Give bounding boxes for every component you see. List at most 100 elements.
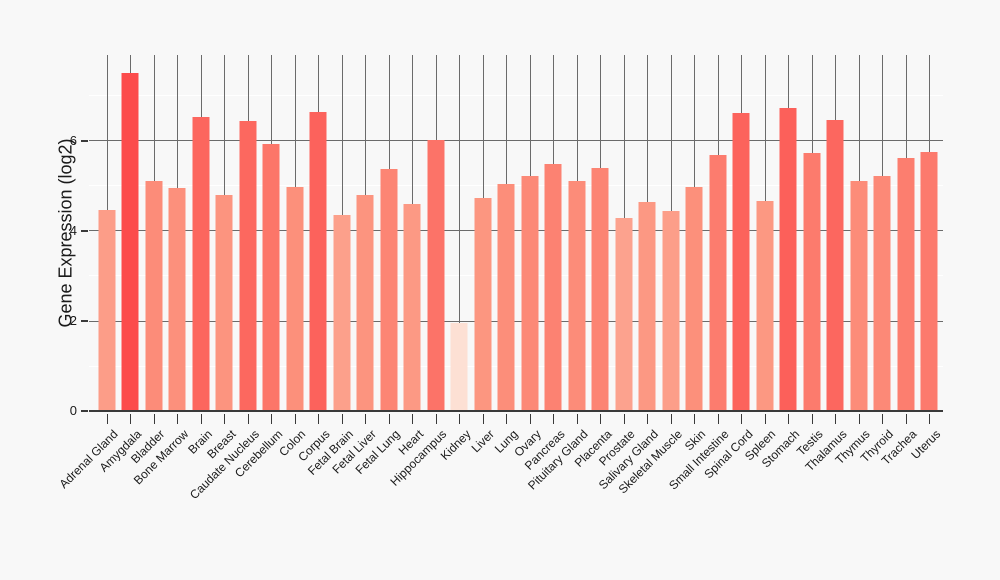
y-tick — [81, 229, 88, 232]
x-tick — [506, 414, 508, 424]
bar — [333, 214, 351, 411]
y-tick — [81, 410, 88, 412]
bar-slot — [659, 55, 683, 424]
major-gridline — [89, 230, 943, 232]
bar-slot — [236, 55, 260, 424]
x-tick — [365, 414, 367, 424]
bar-slot — [565, 55, 589, 424]
y-tick — [81, 320, 88, 322]
bar-slot — [142, 55, 166, 424]
bar-slot — [777, 55, 801, 424]
bar — [356, 194, 374, 411]
x-tick — [153, 414, 155, 424]
bar — [450, 322, 468, 411]
x-tick — [647, 414, 649, 424]
minor-gridline — [89, 185, 943, 187]
bar — [192, 117, 210, 411]
bar — [803, 152, 821, 411]
bar-slot — [730, 55, 754, 424]
x-tick — [106, 414, 108, 424]
bar-slots — [95, 55, 942, 424]
bar — [215, 194, 233, 411]
bar-slot — [636, 55, 660, 424]
x-tick — [576, 414, 578, 424]
bar — [897, 157, 915, 411]
bar-slot — [283, 55, 307, 424]
x-tick — [200, 414, 202, 424]
x-tick — [741, 414, 743, 424]
bar-slot — [753, 55, 777, 424]
bar — [497, 184, 515, 411]
bar-slot — [918, 55, 942, 424]
bar-slot — [706, 55, 730, 424]
bar — [403, 203, 421, 411]
bar — [521, 176, 539, 411]
x-tick — [835, 414, 837, 424]
x-tick — [435, 414, 437, 424]
bar — [239, 120, 257, 411]
x-tick — [482, 414, 484, 424]
y-tick — [81, 139, 88, 142]
bar-slot — [119, 55, 143, 424]
x-tick — [271, 414, 273, 424]
x-tick — [905, 414, 907, 424]
bar — [262, 143, 280, 411]
x-tick — [670, 414, 672, 424]
bar — [732, 113, 750, 411]
plot-area: 0 2 4 6 Adrenal Gland Amygdala Bladder Bone Mar… — [57, 55, 943, 502]
y-tick-label: 2 — [69, 313, 77, 328]
bar — [873, 176, 891, 411]
x-tick — [600, 414, 602, 424]
x-tick — [177, 414, 179, 424]
y-tick-label: 0 — [69, 403, 77, 418]
bar — [121, 72, 139, 411]
x-tick — [858, 414, 860, 424]
bar — [286, 186, 304, 411]
bar — [709, 154, 727, 411]
bar-slot — [424, 55, 448, 424]
bar-slot — [612, 55, 636, 424]
x-tick — [811, 414, 813, 424]
x-tick — [788, 414, 790, 424]
bar — [920, 151, 938, 411]
x-tick — [694, 414, 696, 424]
bar — [544, 164, 562, 411]
x-tick — [412, 414, 414, 424]
bar-slot — [166, 55, 190, 424]
major-gridline — [89, 140, 943, 142]
bar-slot — [847, 55, 871, 424]
bar — [380, 168, 398, 411]
bar-slot — [800, 55, 824, 424]
bar-slot — [401, 55, 425, 424]
x-tick — [529, 414, 531, 424]
minor-gridline — [89, 365, 943, 367]
bar-slot — [260, 55, 284, 424]
x-tick — [341, 414, 343, 424]
bar — [474, 197, 492, 411]
x-tick — [623, 414, 625, 424]
bar — [826, 119, 844, 411]
vertical-gridline — [459, 55, 461, 411]
bar-slot — [330, 55, 354, 424]
bar — [662, 210, 680, 411]
bar-slot — [871, 55, 895, 424]
x-tick — [764, 414, 766, 424]
x-tick-label: Liver — [468, 427, 497, 456]
bar — [145, 181, 163, 411]
x-tick — [882, 414, 884, 424]
y-tick-label: 4 — [69, 222, 77, 238]
bar-slot — [683, 55, 707, 424]
bar-slot — [95, 55, 119, 424]
bar-slot — [189, 55, 213, 424]
bar-slot — [518, 55, 542, 424]
bar — [568, 181, 586, 411]
x-tick — [717, 414, 719, 424]
major-gridline — [89, 320, 943, 322]
bar-slot — [894, 55, 918, 424]
y-tick-label: 6 — [69, 132, 77, 148]
bar — [779, 108, 797, 411]
bar — [638, 201, 656, 411]
bar-slot — [471, 55, 495, 424]
bar-slot — [589, 55, 613, 424]
